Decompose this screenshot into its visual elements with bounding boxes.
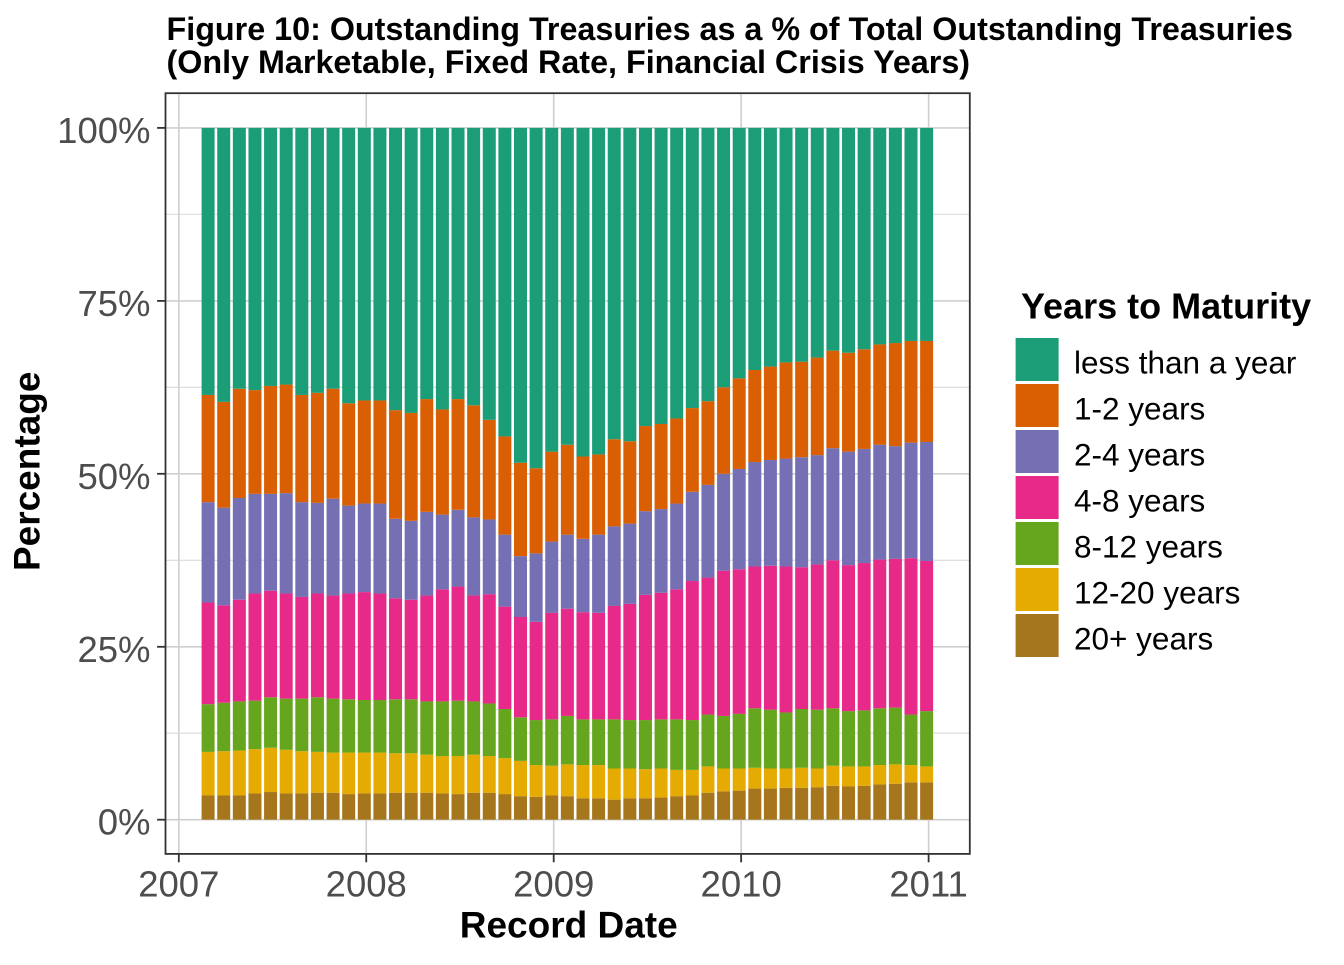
svg-text:100%: 100%	[57, 110, 150, 151]
svg-text:25%: 25%	[77, 629, 150, 670]
svg-text:12-20 years: 12-20 years	[1074, 575, 1240, 611]
svg-text:4-8 years: 4-8 years	[1074, 483, 1205, 519]
svg-text:75%: 75%	[77, 283, 150, 324]
svg-text:1-2 years: 1-2 years	[1074, 391, 1205, 427]
svg-text:2008: 2008	[326, 864, 407, 905]
svg-text:Figure 10: Outstanding Treasur: Figure 10: Outstanding Treasuries as a %…	[167, 11, 1293, 47]
svg-text:Percentage: Percentage	[7, 372, 48, 572]
svg-text:2-4 years: 2-4 years	[1074, 437, 1205, 473]
svg-text:8-12 years: 8-12 years	[1074, 529, 1223, 565]
svg-text:(Only Marketable, Fixed Rate,: (Only Marketable, Fixed Rate, Financial …	[167, 44, 971, 80]
svg-text:2009: 2009	[513, 864, 594, 905]
svg-text:2011: 2011	[889, 864, 968, 905]
svg-text:2010: 2010	[701, 864, 782, 905]
svg-text:less than a year: less than a year	[1074, 345, 1296, 381]
svg-text:50%: 50%	[77, 456, 150, 497]
svg-text:2007: 2007	[138, 864, 219, 905]
svg-text:Record Date: Record Date	[460, 905, 678, 946]
svg-text:Years to Maturity: Years to Maturity	[1021, 285, 1311, 326]
svg-text:20+ years: 20+ years	[1074, 621, 1213, 657]
svg-text:0%: 0%	[98, 802, 151, 843]
